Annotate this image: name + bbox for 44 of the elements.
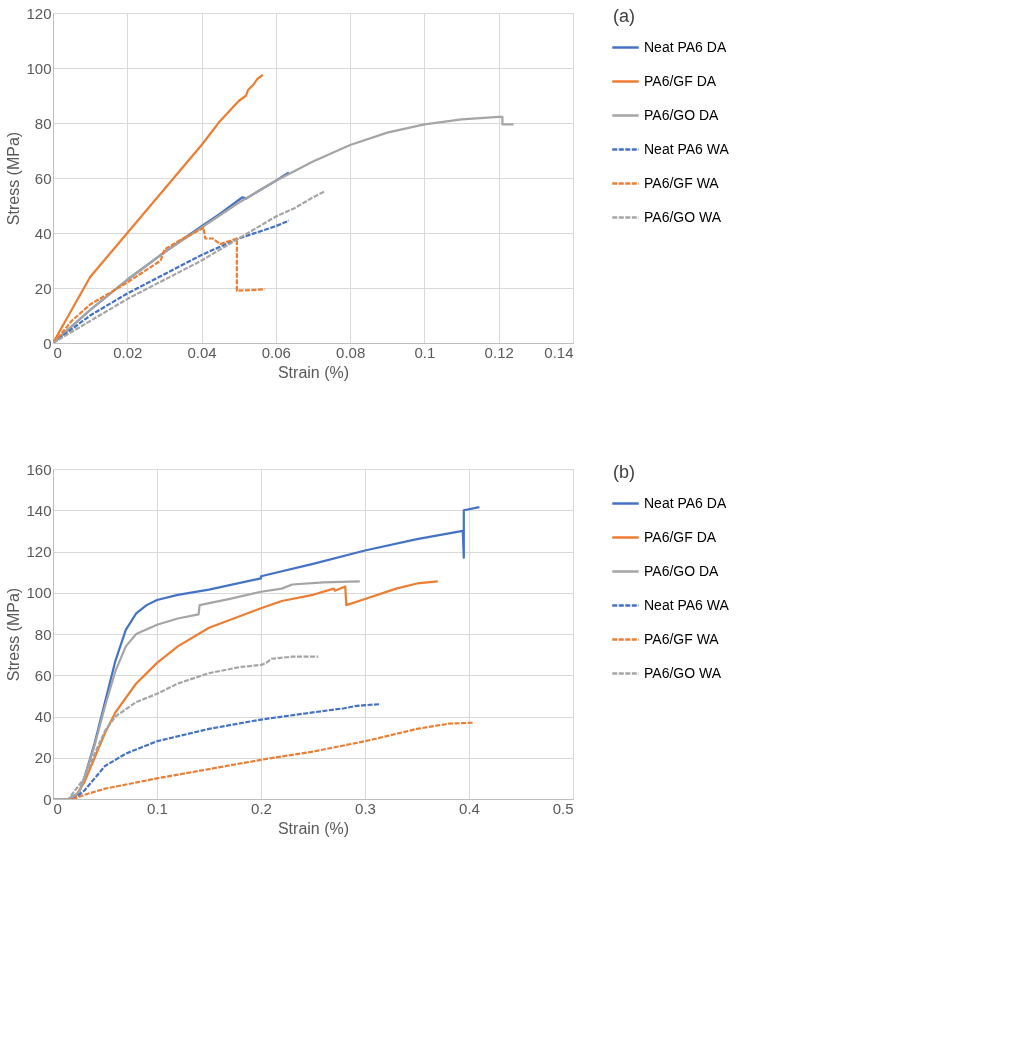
y-tick-label: 140 bbox=[26, 501, 52, 519]
legend-label: PA6/GF WA bbox=[644, 630, 720, 647]
legend-label: PA6/GO WA bbox=[644, 664, 722, 681]
x-axis-title: Strain (%) bbox=[277, 819, 350, 837]
legend-label: PA6/GF DA bbox=[644, 72, 717, 89]
legend-label: PA6/GO DA bbox=[644, 562, 720, 579]
y-tick-label: 100 bbox=[26, 59, 52, 77]
legend-label: Neat PA6 DA bbox=[644, 38, 727, 55]
x-tick-label: 0.06 bbox=[261, 343, 291, 361]
text: (a) bbox=[613, 6, 635, 26]
x-tick-label: 0.5 bbox=[552, 799, 574, 817]
y-tick-label: 80 bbox=[34, 625, 52, 643]
x-tick-label: 0.4 bbox=[459, 799, 480, 817]
y-axis-title: Stress (MPa) bbox=[5, 587, 23, 682]
y-tick-label: 40 bbox=[34, 708, 52, 725]
y-tick-label: 120 bbox=[26, 543, 52, 560]
y-tick-label: 20 bbox=[34, 279, 52, 297]
legend-label: Neat PA6 WA bbox=[644, 140, 730, 157]
x-tick-label: 0.12 bbox=[484, 343, 514, 361]
legend-label: PA6/GO WA bbox=[644, 208, 722, 225]
y-tick-label: 60 bbox=[34, 169, 52, 187]
x-tick-label: 0.04 bbox=[187, 343, 217, 361]
legend-label: PA6/GO DA bbox=[644, 106, 720, 123]
legend-label: Neat PA6 DA bbox=[644, 494, 727, 511]
x-axis-title: Strain (%) bbox=[277, 363, 350, 381]
y-tick-label: 80 bbox=[34, 114, 52, 132]
y-tick-label: 100 bbox=[26, 584, 52, 602]
x-tick-label: 0.14 bbox=[544, 343, 574, 361]
x-tick-label: 0.08 bbox=[336, 343, 366, 361]
x-tick-label: 0.2 bbox=[251, 799, 272, 817]
y-tick-label: 60 bbox=[34, 666, 52, 684]
y-axis-title: Stress (MPa) bbox=[5, 131, 23, 226]
x-tick-label: 0.3 bbox=[355, 799, 376, 817]
legend-label: PA6/GF WA bbox=[644, 174, 720, 191]
x-tick-label: 0.02 bbox=[113, 343, 143, 361]
y-tick-label: 120 bbox=[26, 4, 52, 22]
legend-label: Neat PA6 WA bbox=[644, 596, 730, 613]
y-tick-label: 40 bbox=[34, 224, 52, 242]
y-tick-label: 160 bbox=[26, 460, 52, 478]
legend-label: PA6/GF DA bbox=[644, 528, 717, 545]
text: (b) bbox=[613, 462, 635, 482]
y-tick-label: 20 bbox=[34, 749, 52, 767]
x-tick-label: 0.1 bbox=[414, 343, 436, 361]
x-tick-label: 0.1 bbox=[147, 799, 168, 817]
